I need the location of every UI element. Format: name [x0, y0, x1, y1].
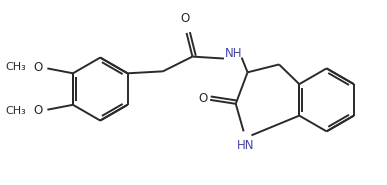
Text: O: O — [199, 92, 208, 105]
Text: O: O — [33, 61, 43, 74]
Text: O: O — [33, 104, 43, 117]
Text: CH₃: CH₃ — [5, 106, 26, 116]
Text: CH₃: CH₃ — [5, 62, 26, 72]
Text: HN: HN — [237, 139, 254, 152]
Text: O: O — [180, 12, 189, 25]
Text: NH: NH — [225, 47, 243, 60]
